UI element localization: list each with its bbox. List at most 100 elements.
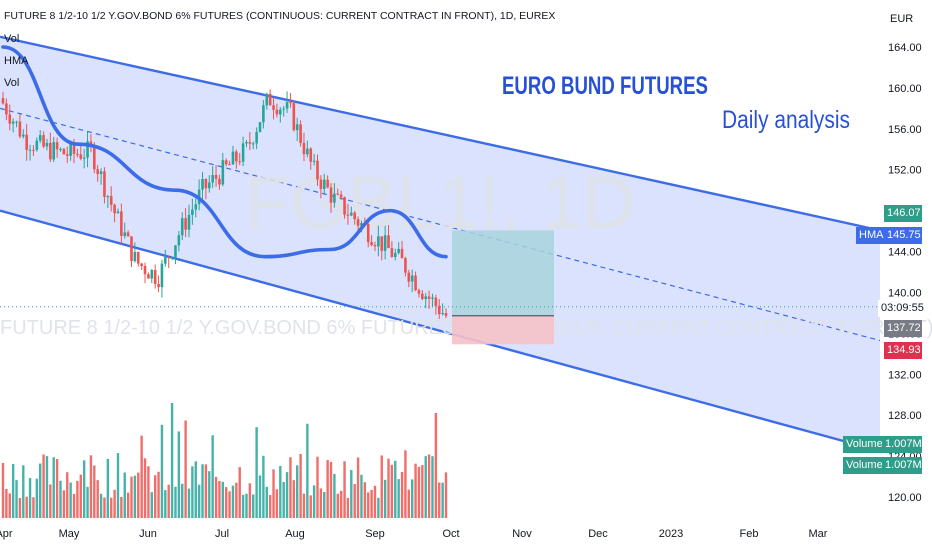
candle-body — [410, 275, 414, 282]
volume-bar — [289, 457, 292, 518]
candle-body — [251, 143, 255, 145]
volume-bar — [157, 471, 160, 518]
candle-body — [322, 179, 326, 189]
volume-bar — [167, 484, 170, 518]
candle-body — [319, 179, 323, 189]
price-tick-label: 128.00 — [888, 410, 922, 422]
volume-layer — [1, 403, 448, 518]
channel-upper-line — [0, 35, 881, 232]
volume-bar — [272, 469, 275, 518]
volume-bar — [201, 464, 204, 518]
time-tick-label: Aug — [285, 528, 305, 540]
candle-body — [38, 135, 42, 141]
volume-bar — [113, 489, 116, 518]
candle-body — [126, 232, 130, 237]
candle-body — [130, 236, 133, 262]
volume-bar — [218, 480, 221, 518]
volume-bar — [42, 454, 45, 518]
channel-fill — [0, 36, 880, 451]
volume-bar — [296, 465, 299, 518]
candle-body — [441, 313, 444, 315]
candle-body — [434, 297, 438, 306]
candle-body — [285, 102, 289, 109]
volume-bar — [262, 455, 265, 518]
candle-body — [224, 160, 228, 165]
candle-body — [214, 175, 218, 179]
volume-bar — [160, 424, 164, 518]
candle-body — [302, 142, 306, 155]
volume-bar — [181, 483, 184, 518]
candle-body — [336, 193, 340, 195]
volume-bar — [38, 463, 42, 518]
candle-body — [295, 124, 299, 131]
volume-bar — [329, 461, 333, 518]
volume-bar — [133, 475, 137, 518]
indicator-vol[interactable]: Vol — [4, 33, 20, 45]
candle-body — [268, 93, 272, 106]
stop-zone — [452, 315, 554, 345]
candle-body — [400, 248, 404, 259]
volume-bar — [441, 482, 444, 518]
volume-bar — [5, 488, 8, 518]
candle-body — [21, 134, 25, 137]
volume-bar — [18, 497, 22, 518]
volume-bar — [356, 457, 360, 518]
candle-body — [377, 236, 380, 247]
volume-bar — [66, 472, 69, 518]
volume-bar — [8, 493, 11, 518]
candle-body — [350, 212, 353, 216]
candle-body — [96, 169, 99, 175]
volume-bar — [143, 458, 147, 518]
volume-bar — [197, 484, 201, 518]
candle-body — [157, 283, 160, 288]
annotation-title: EURO BUND FUTURES — [502, 72, 708, 100]
candle-body — [316, 160, 319, 180]
indicator-hma[interactable]: HMA — [4, 55, 29, 67]
candle-body — [55, 142, 59, 150]
candle-body — [150, 269, 154, 279]
volume-bar — [363, 482, 367, 518]
volume-value-1: 1.007M — [882, 436, 922, 453]
candle-body — [339, 194, 343, 198]
candle-body — [292, 103, 296, 131]
candle-body — [191, 209, 194, 215]
volume-bar — [150, 492, 153, 518]
candle-body — [42, 135, 45, 147]
time-tick-label: May — [59, 528, 80, 540]
volume-bar — [268, 495, 272, 518]
candle-body — [258, 122, 262, 132]
candle-body — [106, 196, 110, 198]
candle-body — [427, 296, 431, 299]
volume-bar — [72, 493, 76, 518]
volume-bar — [343, 461, 346, 518]
volume-bar — [431, 456, 434, 518]
candle-body — [326, 179, 329, 188]
candle-body — [93, 145, 96, 170]
volume-bar — [299, 453, 302, 518]
volume-bar — [147, 466, 150, 518]
price-tick-label: 160.00 — [888, 83, 922, 95]
price-tick-label: 120.00 — [888, 492, 922, 504]
volume-bar — [346, 497, 350, 518]
volume-bar — [434, 413, 438, 518]
candle-body — [312, 160, 316, 162]
volume-bar — [89, 455, 93, 518]
candle-body — [174, 245, 177, 258]
candle-body — [113, 204, 116, 214]
volume-bar — [153, 475, 157, 518]
candle-body — [397, 248, 400, 253]
candle-body — [143, 266, 147, 275]
volume-bar — [103, 497, 106, 518]
volume-bar — [164, 490, 167, 518]
volume-bar — [126, 492, 130, 518]
candle-body — [11, 121, 15, 124]
indicator-vol-2[interactable]: Vol — [4, 77, 20, 89]
volume-bar — [255, 427, 258, 518]
volume-bar — [224, 487, 228, 518]
candle-body — [346, 214, 350, 216]
volume-bar — [82, 460, 86, 518]
volume-bar — [93, 465, 96, 518]
candle-body — [62, 148, 66, 155]
volume-bar — [130, 476, 133, 518]
